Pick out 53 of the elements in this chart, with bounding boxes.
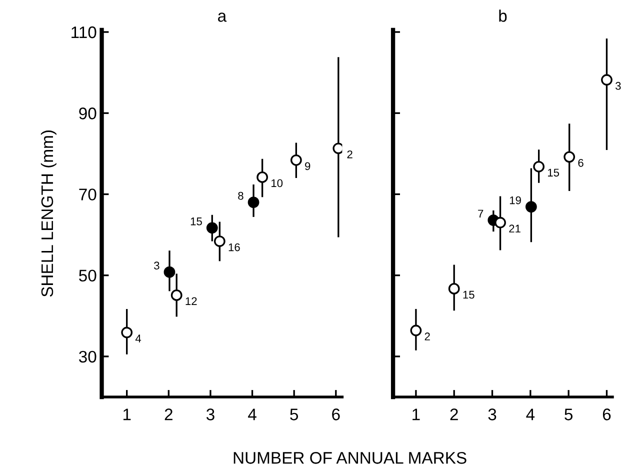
annotation: 9: [305, 162, 310, 170]
annotation: 12: [186, 297, 197, 306]
annotation: 2: [347, 150, 352, 158]
point: [448, 283, 460, 294]
annotation: 6: [578, 158, 584, 167]
x-axis-title: NUMBER OF ANNUAL MARKS: [234, 452, 466, 464]
chart-title: a: [218, 12, 227, 22]
x-tick-label: 1: [412, 408, 420, 420]
x-tick-label: 2: [164, 408, 172, 420]
annotation: 7: [478, 210, 484, 218]
x-tick-label: 6: [602, 408, 611, 420]
point: [601, 74, 612, 86]
x-tick-label: 5: [564, 408, 573, 420]
y-tick-label: 90: [79, 108, 96, 120]
annotation: 3: [616, 82, 621, 90]
x-tick-label: 5: [290, 408, 298, 420]
annotation: 3: [154, 262, 160, 270]
point: [214, 236, 226, 247]
point: [206, 222, 218, 234]
y-tick-label: 50: [79, 270, 96, 282]
point: [533, 160, 545, 172]
annotation: 21: [509, 224, 520, 232]
point: [564, 151, 576, 163]
point: [494, 216, 506, 228]
point: [164, 266, 176, 278]
annotation: 8: [238, 192, 244, 200]
point: [525, 201, 537, 212]
x-tick-label: 2: [450, 408, 458, 420]
point: [410, 324, 422, 336]
x-tick-label: 3: [488, 408, 496, 420]
annotation: 19: [510, 196, 521, 204]
y-tick-label: 30: [79, 350, 96, 363]
chart-title: b: [499, 10, 507, 22]
annotation: 16: [228, 243, 240, 252]
annotation: 15: [463, 290, 474, 299]
point: [256, 171, 268, 183]
annotation: 4: [135, 334, 142, 342]
x-tick-label: 4: [526, 408, 535, 420]
point: [290, 154, 302, 166]
point: [248, 196, 260, 208]
x-tick-label: 6: [332, 408, 340, 420]
point: [121, 326, 133, 338]
annotation: 15: [548, 168, 560, 177]
annotation: 2: [424, 332, 430, 340]
point: [170, 290, 182, 301]
y-tick-label: 70: [79, 188, 96, 200]
y-axis-title: SHELL LENGTH (mm): [40, 130, 56, 297]
x-tick-label: 3: [206, 408, 214, 420]
x-tick-label: 1: [123, 408, 131, 420]
annotation: 15: [190, 218, 202, 226]
y-tick-label: 110: [72, 26, 96, 38]
x-tick-label: 4: [248, 408, 256, 420]
annotation: 10: [271, 179, 283, 188]
